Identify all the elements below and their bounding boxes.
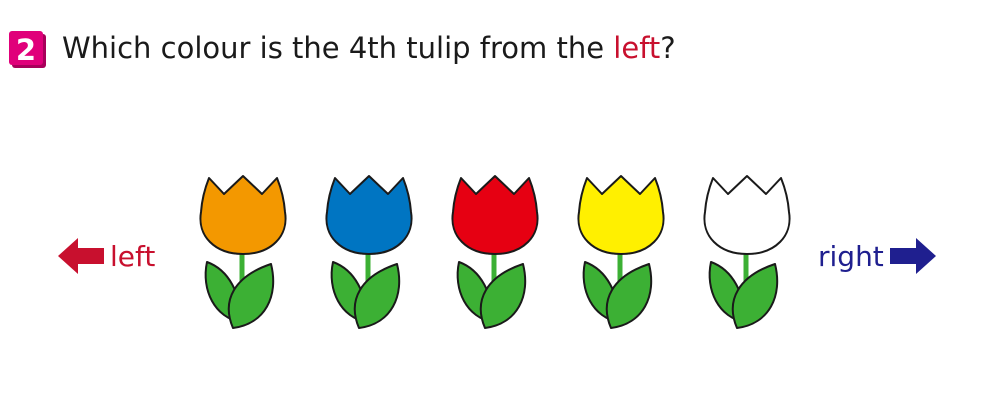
tulip-icon <box>199 175 287 329</box>
question-text-after: ? <box>660 31 676 65</box>
tulip-5 <box>699 172 795 338</box>
tulip-leaf-right <box>227 263 275 329</box>
question-text-before: Which colour is the 4th tulip from the <box>62 31 614 65</box>
direction-right: right <box>818 234 936 278</box>
question-text: Which colour is the 4th tulip from the l… <box>62 26 676 70</box>
tulip-flower <box>577 175 665 255</box>
tulip-icon <box>703 175 791 329</box>
tulip-flower <box>451 175 539 255</box>
question-highlight-word: left <box>613 31 661 65</box>
tulip-flower <box>325 175 413 255</box>
tulip-2 <box>321 172 417 338</box>
tulip-4 <box>573 172 669 338</box>
tulip-flower <box>199 175 287 255</box>
tulip-leaf-right <box>731 263 779 329</box>
tulip-flower <box>703 175 791 255</box>
tulip-leaf-right <box>605 263 653 329</box>
tulip-icon <box>577 175 665 329</box>
tulip-row <box>195 172 795 342</box>
question-number-badge: 2 <box>8 30 48 70</box>
tulip-1 <box>195 172 291 338</box>
question-number: 2 <box>16 33 36 67</box>
direction-left: left <box>58 234 155 278</box>
tulip-3 <box>447 172 543 338</box>
tulip-leaf-right <box>479 263 527 329</box>
tulip-icon <box>325 175 413 329</box>
tulip-icon <box>451 175 539 329</box>
arrow-right-icon <box>889 238 936 274</box>
direction-left-label: left <box>110 239 156 273</box>
arrow-left-icon <box>58 238 104 274</box>
tulip-leaf-right <box>353 263 401 329</box>
direction-right-label: right <box>818 239 884 273</box>
